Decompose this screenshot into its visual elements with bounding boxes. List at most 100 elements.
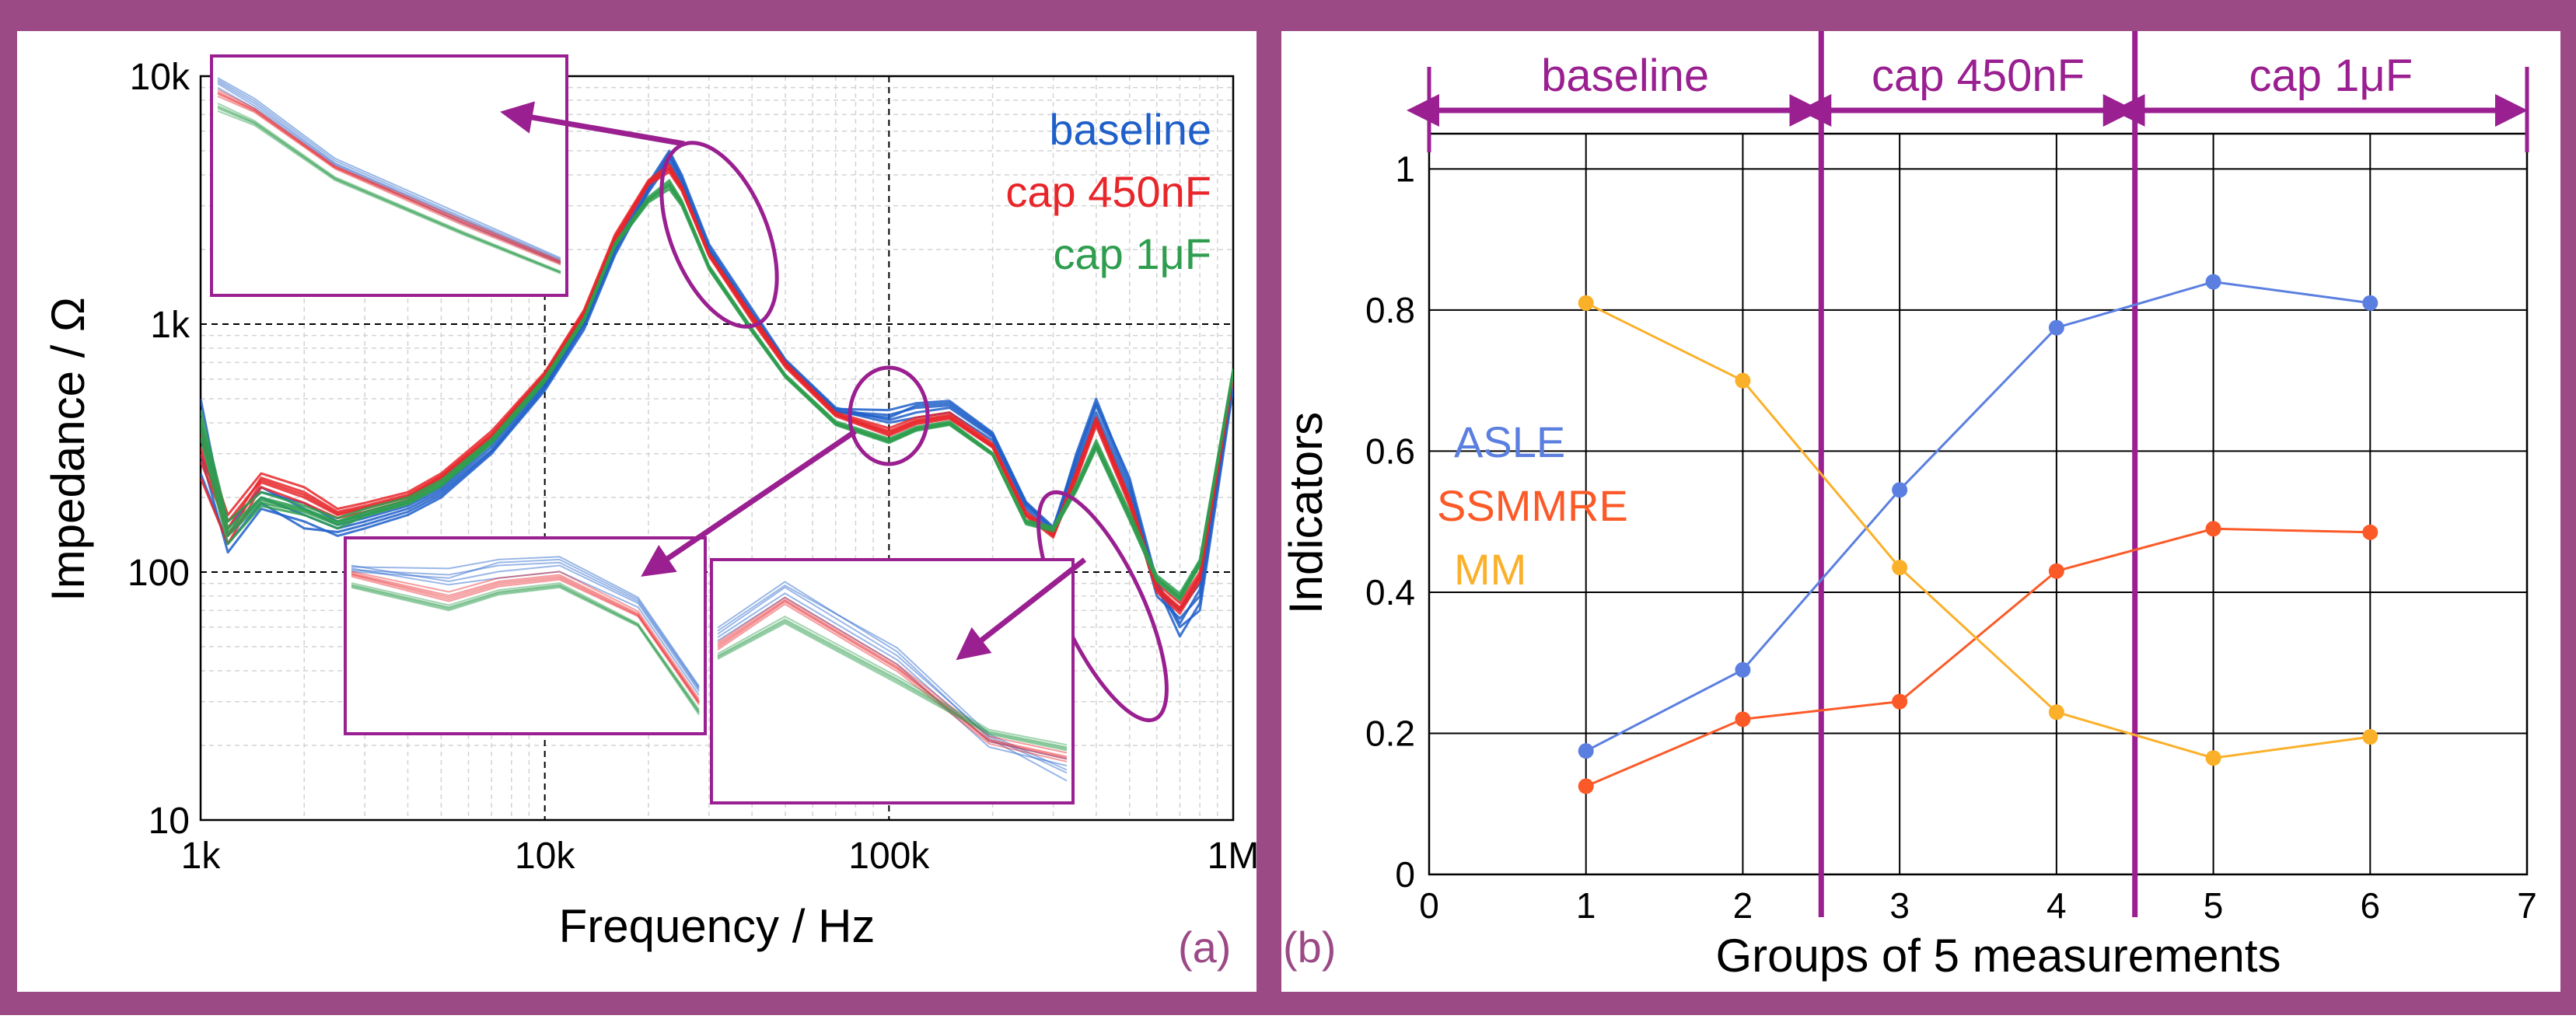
impedance-line-cap450: [201, 167, 1233, 610]
region-label: baseline: [1541, 51, 1709, 101]
region-label: cap 450nF: [1872, 51, 2085, 101]
indicator-point-asle: [2048, 319, 2064, 336]
inset-line-cap1u: [217, 106, 561, 274]
inset-line-cap450: [717, 598, 1068, 758]
x-tick-label-a: 1k: [181, 836, 222, 877]
impedance-chart: 1k 10k 100k 1M 10 100 1k 10k baseline cap 450nF…: [42, 54, 1259, 972]
inset-line-cap1u: [717, 621, 1068, 750]
x-tick-label-b: 3: [1889, 885, 1910, 926]
indicators-series: [1578, 274, 2379, 794]
inset-line-cap450: [351, 572, 700, 702]
indicator-point-asle: [1578, 743, 1594, 759]
inset-line-cap1u: [717, 616, 1068, 746]
y-tick-label-a: 10: [149, 801, 190, 842]
impedance-line-cap1u: [201, 183, 1233, 599]
y-tick-label-a: 10k: [130, 57, 190, 98]
inset-line-cap450: [351, 573, 700, 703]
inset-line-cap1u: [351, 585, 700, 713]
zoom-callouts: [210, 54, 1169, 804]
y-tick-label-b: 0.4: [1365, 572, 1415, 612]
impedance-line-cap450: [201, 163, 1233, 605]
indicator-line-mm: [1585, 302, 2371, 759]
inset-line-cap450: [217, 89, 561, 262]
inset-line-baseline: [217, 79, 561, 260]
inset-line-baseline: [351, 558, 700, 689]
x-tick-label-b: 6: [2360, 885, 2380, 926]
legend-asle: ASLE: [1454, 417, 1565, 466]
indicator-point-ssmmre: [2205, 521, 2221, 537]
indicator-point-ssmmre: [2048, 563, 2064, 579]
inset-line-cap450: [217, 95, 561, 266]
indicator-point-mm: [1892, 560, 1908, 576]
x-tick-label-b: 1: [1576, 885, 1596, 926]
inset-line-baseline: [217, 82, 561, 263]
y-axis-label-a: Impedance / Ω: [42, 297, 94, 602]
inset-line-cap450: [351, 575, 700, 706]
inset-line-cap450: [217, 92, 561, 263]
inset-line-cap1u: [351, 582, 700, 710]
inset-mid-lines: [351, 556, 700, 716]
inset-peak-lines: [217, 77, 561, 274]
inset-line-cap1u: [351, 584, 700, 712]
indicators-plot-area: [1428, 132, 2529, 876]
arrow-to-mid-inset: [641, 429, 857, 577]
indicator-point-ssmmre: [1735, 711, 1751, 728]
x-axis-label-a: Frequency / Hz: [559, 900, 876, 952]
inset-line-cap1u: [217, 107, 561, 274]
inset-line-baseline: [351, 561, 700, 690]
inset-line-cap450: [717, 603, 1068, 763]
panel-b-label: (b): [1283, 923, 1336, 972]
indicator-point-mm: [1735, 372, 1751, 389]
indicators-chart: baseline cap 450nF cap 1μF 0 1 2 3 4 5 6 7 0 0.2 0.4…: [1280, 31, 2537, 982]
inset-line-baseline: [217, 77, 561, 259]
inset-line-baseline: [217, 81, 561, 262]
y-tick-label-b: 1: [1395, 148, 1415, 189]
inset-line-cap450: [351, 574, 700, 703]
x-tick-label-a: 100k: [848, 836, 930, 877]
inset-line-baseline: [717, 592, 1068, 760]
inset-line-cap450: [217, 91, 561, 263]
impedance-ticks: 1k 10k 100k 1M 10 100 1k 10k: [128, 57, 1259, 877]
arrow-to-dip-inset: [956, 557, 1087, 661]
legend-baseline: baseline: [1049, 105, 1211, 154]
x-tick-label-a: 1M: [1208, 836, 1260, 877]
inset-line-baseline: [717, 586, 1068, 774]
y-tick-label-b: 0.8: [1365, 290, 1415, 330]
inset-line-cap1u: [717, 618, 1068, 749]
arrow-to-peak-inset: [500, 101, 685, 147]
inset-line-cap450: [717, 601, 1068, 760]
x-tick-label-b: 5: [2204, 885, 2224, 926]
y-tick-label-b: 0.2: [1365, 713, 1415, 753]
indicator-line-ssmmre: [1585, 527, 2371, 787]
inset-line-baseline: [351, 564, 700, 692]
indicator-point-ssmmre: [1892, 693, 1908, 710]
legend-cap-1uf: cap 1μF: [1054, 229, 1211, 278]
y-tick-label-b: 0: [1395, 854, 1415, 895]
indicator-point-asle: [1892, 482, 1908, 498]
inset-dip-lines: [717, 581, 1068, 782]
inset-line-baseline: [717, 585, 1068, 771]
legend-ssmmre: SSMMRE: [1437, 481, 1628, 530]
inset-line-cap1u: [217, 110, 561, 274]
inset-line-baseline: [351, 567, 700, 696]
indicator-line-asle: [1585, 281, 2371, 752]
inset-line-cap1u: [717, 622, 1068, 752]
y-axis-label-b: Indicators: [1280, 412, 1332, 614]
inset-line-cap450: [217, 93, 561, 264]
y-tick-label-a: 1k: [150, 305, 190, 346]
x-tick-label-b: 4: [2046, 885, 2067, 926]
indicator-regions: baseline cap 450nF cap 1μF: [1407, 31, 2529, 917]
inset-line-baseline: [217, 86, 561, 264]
indicator-point-mm: [2205, 750, 2221, 766]
mid-ellipse: [848, 365, 930, 466]
x-tick-label-a: 10k: [515, 836, 575, 877]
indicator-point-asle: [2205, 274, 2221, 290]
indicator-point-mm: [2048, 704, 2064, 721]
inset-line-cap450: [717, 599, 1068, 759]
indicator-point-ssmmre: [1578, 778, 1594, 794]
inset-line-baseline: [717, 596, 1068, 767]
impedance-series: [201, 149, 1233, 638]
indicator-point-ssmmre: [2362, 524, 2379, 540]
